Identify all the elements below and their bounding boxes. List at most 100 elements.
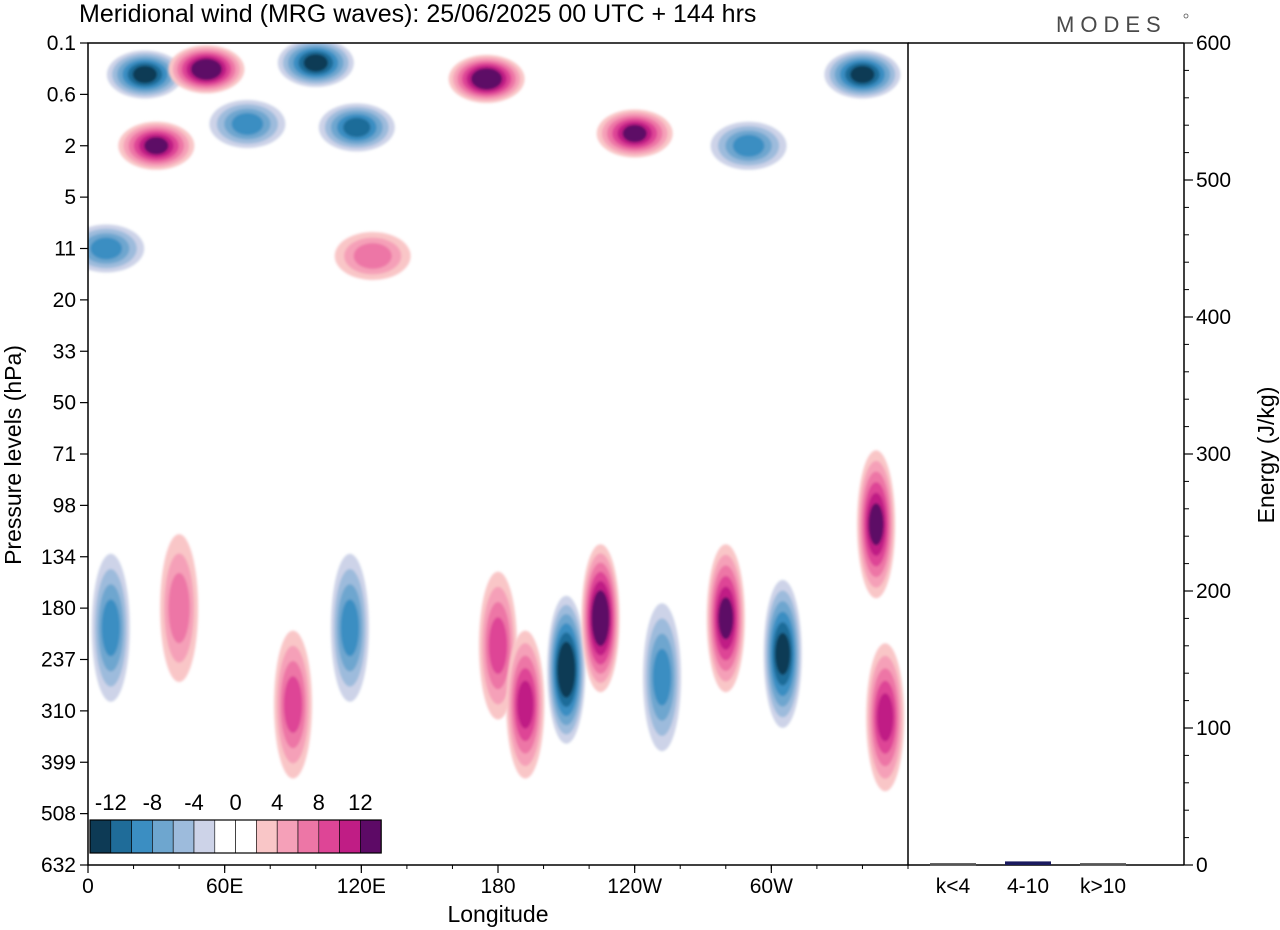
colorbar-swatch <box>360 819 382 854</box>
colorbar-swatch <box>214 819 236 854</box>
contour-level <box>850 65 875 84</box>
colorbar-tick-label: 8 <box>313 790 325 815</box>
colorbar-swatch <box>131 819 153 854</box>
contour-level <box>559 651 574 689</box>
y-tick-label: 0.1 <box>47 32 76 55</box>
contour-level <box>343 117 371 138</box>
y-tick-label: 632 <box>41 854 76 877</box>
y-tick-label: 399 <box>41 751 76 774</box>
contour-level <box>132 65 158 84</box>
modes-logo: MODES <box>1056 12 1167 37</box>
y-tick-label: 33 <box>53 340 76 363</box>
contour-feature <box>106 50 183 99</box>
energy-axis-label: Energy (J/kg) <box>1253 387 1279 524</box>
colorbar-swatch <box>172 819 195 854</box>
contour-feature <box>824 50 901 99</box>
contour-level <box>144 137 169 155</box>
y-tick-label: 134 <box>41 546 76 569</box>
energy-tick-label: 200 <box>1196 580 1231 603</box>
contour-level <box>876 693 894 742</box>
x-tick-label: 0 <box>82 875 94 898</box>
contour-level <box>775 632 791 675</box>
contour-feature <box>763 579 802 728</box>
contour-feature <box>596 109 673 158</box>
energy-bars <box>930 861 1126 866</box>
colorbar-tick-label: 12 <box>348 790 372 815</box>
contour-level <box>475 70 498 88</box>
energy-bar-panel: 0 100 200 300 400 500 600 k<4 4-10 k>10 Energy (… <box>908 32 1279 898</box>
contour-feature <box>209 100 286 148</box>
colorbar-swatch <box>256 819 278 854</box>
energy-tick-label: 300 <box>1196 443 1231 466</box>
x-tick-label: 120E <box>337 875 386 898</box>
contour-feature <box>857 450 896 599</box>
contour-level <box>303 54 328 72</box>
x-axis: 0 60E 120E 180 120W 60W <box>82 865 909 898</box>
y-tick-label: 310 <box>41 700 76 723</box>
colorbar-swatch <box>193 819 216 854</box>
energy-category-label: k>10 <box>1080 875 1126 898</box>
colorbar-swatch <box>339 819 361 854</box>
energy-bar <box>1005 861 1051 865</box>
contour-feature <box>88 224 145 273</box>
energy-axis: 0 100 200 300 400 500 600 <box>1184 32 1231 877</box>
contour-feature <box>581 544 620 693</box>
y-tick-label: 180 <box>41 597 76 620</box>
colorbar-swatch <box>152 819 174 854</box>
contour-level <box>340 599 360 657</box>
contour-feature <box>118 121 195 170</box>
colorbar: -12 -8 -4 0 4 8 12 <box>89 790 382 854</box>
contour-level <box>231 113 264 135</box>
y-tick-label: 71 <box>53 443 76 466</box>
contour-level <box>90 237 122 260</box>
logo-registered-mark <box>1183 13 1189 19</box>
y-tick-label: 11 <box>54 238 76 261</box>
energy-bar <box>1080 863 1126 866</box>
contour-feature <box>274 630 312 779</box>
contour-feature <box>547 595 586 744</box>
y-tick-label: 5 <box>64 186 76 209</box>
colorbar-tick-label: 0 <box>229 790 241 815</box>
contour-feature <box>866 643 905 792</box>
chart-title: Meridional wind (MRG waves): 25/06/2025 … <box>79 0 756 28</box>
contour-feature <box>448 54 525 103</box>
y-tick-label: 508 <box>41 803 76 826</box>
contour-level <box>488 617 508 674</box>
contour-level <box>868 503 884 546</box>
x-tick-label: 120W <box>607 875 662 898</box>
y-tick-label: 20 <box>53 289 76 312</box>
energy-bar <box>930 863 976 866</box>
contour-level <box>652 648 672 706</box>
contour-level <box>101 599 121 657</box>
contour-feature <box>318 103 395 152</box>
plot-background <box>88 43 908 865</box>
energy-tick-label: 600 <box>1196 32 1231 55</box>
y-tick-label: 237 <box>41 649 76 672</box>
contour-feature <box>706 544 745 693</box>
y-axis-label: Pressure levels (hPa) <box>0 345 26 565</box>
energy-category-labels: k<4 4-10 k>10 <box>936 875 1126 898</box>
colorbar-tick-label: -8 <box>143 790 163 815</box>
x-tick-label: 60E <box>206 875 243 898</box>
energy-tick-label: 500 <box>1196 169 1231 192</box>
colorbar-swatch <box>110 819 132 854</box>
energy-category-label: k<4 <box>936 875 971 898</box>
energy-tick-label: 400 <box>1196 306 1231 329</box>
colorbar-swatch <box>297 819 320 854</box>
energy-tick-label: 0 <box>1196 854 1208 877</box>
contour-feature <box>91 553 130 702</box>
y-tick-label: 2 <box>64 135 76 158</box>
contour-level <box>195 61 218 78</box>
colorbar-frame <box>89 819 382 854</box>
colorbar-swatch <box>318 819 340 854</box>
y-tick-label: 98 <box>53 494 76 517</box>
colorbar-swatch <box>89 819 112 854</box>
contour-level <box>517 680 534 729</box>
y-tick-label: 0.6 <box>47 83 76 106</box>
contour-feature <box>160 534 199 683</box>
contour-feature <box>277 43 354 87</box>
energy-tick-label: 100 <box>1196 717 1231 740</box>
contour-feature <box>330 553 369 702</box>
contour-feature <box>710 121 787 170</box>
